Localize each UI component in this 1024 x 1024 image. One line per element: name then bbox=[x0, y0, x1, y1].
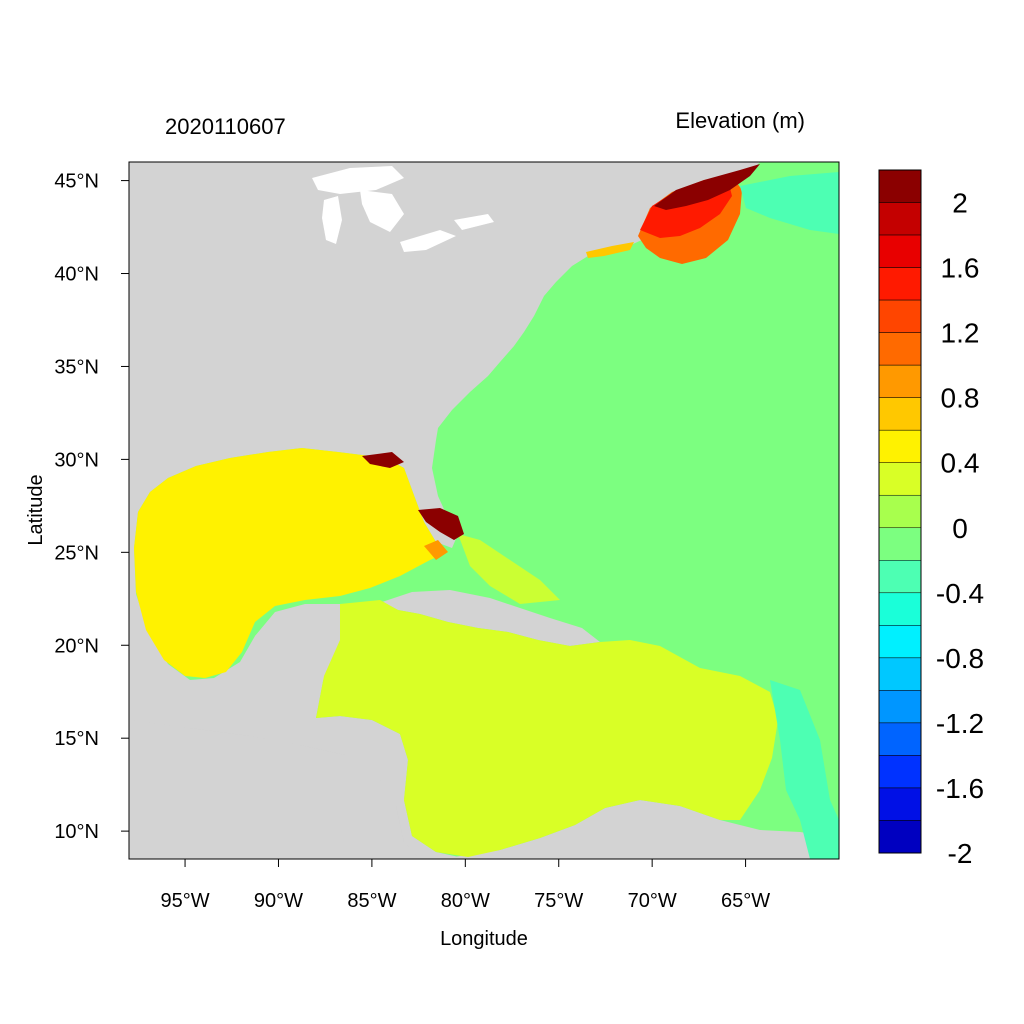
y-tick-label: 45°N bbox=[54, 171, 99, 193]
map-panel bbox=[129, 162, 839, 859]
lesser-antilles-depression-zone bbox=[770, 680, 839, 859]
colorbar-label: -0.8 bbox=[936, 643, 984, 674]
colorbar-label: 0.4 bbox=[941, 448, 980, 479]
x-tick-label: 95°W bbox=[160, 890, 209, 912]
colorbar-swatch bbox=[878, 755, 922, 789]
colorbar-label: 1.2 bbox=[941, 318, 980, 349]
lake-michigan bbox=[322, 196, 342, 244]
x-tick-label: 70°W bbox=[628, 890, 677, 912]
y-tick-label: 25°N bbox=[54, 542, 99, 564]
y-tick-label: 10°N bbox=[54, 821, 99, 843]
cuba-land bbox=[382, 590, 600, 646]
colorbar-swatch bbox=[878, 397, 922, 431]
lake-superior bbox=[312, 166, 404, 194]
colorbar-swatch bbox=[878, 592, 922, 626]
colorbar-swatch bbox=[878, 267, 922, 301]
colorbar-swatch bbox=[878, 332, 922, 366]
colorbar-swatch bbox=[878, 787, 922, 821]
colorbar-swatch bbox=[878, 527, 922, 561]
colorbar-label: -1.6 bbox=[936, 773, 984, 804]
colorbar-label: 0 bbox=[952, 513, 968, 544]
lake-huron bbox=[360, 190, 404, 232]
y-tick-label: 15°N bbox=[54, 728, 99, 750]
florida-big-bend-surge bbox=[362, 452, 404, 468]
colorbar-label: -0.4 bbox=[936, 578, 984, 609]
colorbar-swatch bbox=[878, 690, 922, 724]
y-axis-label: Latitude bbox=[25, 474, 47, 545]
variable-title: Elevation (m) bbox=[675, 108, 805, 133]
colorbar-swatch bbox=[878, 462, 922, 496]
map-frame bbox=[128, 161, 840, 860]
colorbar-labels: 2 1.6 1.2 0.8 0.4 0 -0.4 -0.8 -1.2 -1.6 -2 bbox=[936, 188, 984, 869]
colorbar-label: 0.8 bbox=[941, 383, 980, 414]
colorbar-swatch bbox=[878, 820, 922, 854]
date-title: 2020110607 bbox=[165, 114, 286, 139]
colorbar-label: 1.6 bbox=[941, 253, 980, 284]
long-island-surge bbox=[586, 242, 634, 258]
colorbar-label: 2 bbox=[952, 188, 968, 219]
colorbar-label: -1.2 bbox=[936, 708, 984, 739]
colorbar-swatch bbox=[878, 234, 922, 268]
y-tick-label: 40°N bbox=[54, 264, 99, 286]
x-tick-label: 65°W bbox=[721, 890, 770, 912]
colorbar-swatch bbox=[878, 657, 922, 691]
colorbar-swatch bbox=[878, 299, 922, 333]
colorbar-swatch bbox=[878, 560, 922, 594]
colorbar-swatch bbox=[878, 722, 922, 756]
y-axis-ticks: 45°N 40°N 35°N 30°N 25°N 20°N 15°N 10°N bbox=[54, 171, 129, 843]
y-tick-label: 30°N bbox=[54, 449, 99, 471]
colorbar-frame bbox=[878, 169, 922, 854]
lake-erie bbox=[400, 230, 456, 252]
colorbar-swatch bbox=[878, 364, 922, 398]
x-tick-label: 85°W bbox=[347, 890, 396, 912]
y-tick-label: 35°N bbox=[54, 356, 99, 378]
nova-scotia-depression-zone bbox=[740, 172, 839, 234]
bahamas-elevation-zone bbox=[458, 534, 560, 604]
x-tick-label: 80°W bbox=[441, 890, 490, 912]
x-tick-label: 75°W bbox=[534, 890, 583, 912]
x-axis-label: Longitude bbox=[440, 928, 528, 950]
colorbar-swatch bbox=[878, 625, 922, 659]
colorbar-swatch bbox=[878, 494, 922, 529]
great-lakes bbox=[312, 166, 494, 252]
storm-surge-zones bbox=[362, 164, 760, 540]
colorbar-swatch bbox=[878, 169, 922, 203]
colorbar-label: -2 bbox=[948, 838, 973, 869]
caribbean-elevation-zone bbox=[316, 600, 778, 857]
x-tick-label: 90°W bbox=[254, 890, 303, 912]
colorbar bbox=[878, 169, 922, 854]
x-axis-ticks: 95°W 90°W 85°W 80°W 75°W 70°W 65°W bbox=[160, 859, 770, 912]
colorbar-swatch bbox=[878, 202, 922, 236]
florida-keys-elevation-zone bbox=[424, 540, 448, 560]
florida-west-coast-surge bbox=[418, 508, 464, 540]
new-england-surge-inner bbox=[654, 164, 760, 210]
central-america-land bbox=[129, 720, 420, 859]
gulf-of-mexico-elevation-zone bbox=[134, 448, 448, 678]
lake-ontario bbox=[454, 214, 494, 230]
south-america-land bbox=[440, 800, 839, 859]
colorbar-swatch bbox=[878, 429, 922, 463]
yucatan-peninsula-land bbox=[255, 604, 345, 704]
y-tick-label: 20°N bbox=[54, 635, 99, 657]
